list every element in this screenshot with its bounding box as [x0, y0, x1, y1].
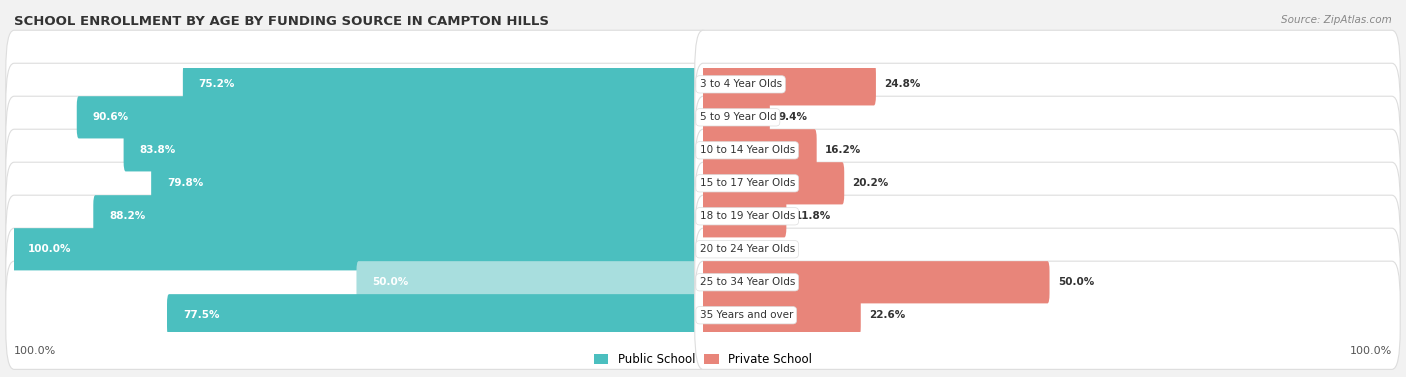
- Text: 3 to 4 Year Olds: 3 to 4 Year Olds: [700, 79, 782, 89]
- FancyBboxPatch shape: [695, 162, 1400, 270]
- FancyBboxPatch shape: [13, 228, 704, 270]
- Text: 22.6%: 22.6%: [869, 310, 905, 320]
- FancyBboxPatch shape: [702, 261, 1049, 303]
- Text: 100.0%: 100.0%: [28, 244, 72, 254]
- Text: 24.8%: 24.8%: [884, 79, 921, 89]
- FancyBboxPatch shape: [6, 96, 711, 204]
- FancyBboxPatch shape: [702, 63, 876, 106]
- Text: 100.0%: 100.0%: [14, 346, 56, 356]
- Text: 20.2%: 20.2%: [852, 178, 889, 188]
- FancyBboxPatch shape: [124, 129, 704, 172]
- FancyBboxPatch shape: [695, 63, 1400, 172]
- Text: 75.2%: 75.2%: [198, 79, 235, 89]
- Text: 90.6%: 90.6%: [93, 112, 129, 123]
- Text: 0.0%: 0.0%: [713, 244, 742, 254]
- FancyBboxPatch shape: [695, 195, 1400, 303]
- Text: 50.0%: 50.0%: [1057, 277, 1094, 287]
- Text: 20 to 24 Year Olds: 20 to 24 Year Olds: [700, 244, 794, 254]
- Text: 15 to 17 Year Olds: 15 to 17 Year Olds: [700, 178, 794, 188]
- FancyBboxPatch shape: [702, 96, 770, 138]
- FancyBboxPatch shape: [695, 261, 1400, 369]
- Text: 88.2%: 88.2%: [110, 211, 145, 221]
- Text: 83.8%: 83.8%: [139, 145, 176, 155]
- FancyBboxPatch shape: [695, 96, 1400, 204]
- Text: 9.4%: 9.4%: [778, 112, 807, 123]
- FancyBboxPatch shape: [6, 195, 711, 303]
- FancyBboxPatch shape: [6, 261, 711, 369]
- FancyBboxPatch shape: [77, 96, 704, 138]
- FancyBboxPatch shape: [702, 294, 860, 336]
- Text: 25 to 34 Year Olds: 25 to 34 Year Olds: [700, 277, 794, 287]
- FancyBboxPatch shape: [6, 129, 711, 238]
- FancyBboxPatch shape: [357, 261, 704, 303]
- FancyBboxPatch shape: [6, 162, 711, 270]
- FancyBboxPatch shape: [93, 195, 704, 238]
- Text: 79.8%: 79.8%: [167, 178, 204, 188]
- Text: 10 to 14 Year Olds: 10 to 14 Year Olds: [700, 145, 794, 155]
- FancyBboxPatch shape: [6, 30, 711, 138]
- FancyBboxPatch shape: [702, 129, 817, 172]
- Legend: Public School, Private School: Public School, Private School: [589, 349, 817, 371]
- Text: Source: ZipAtlas.com: Source: ZipAtlas.com: [1281, 15, 1392, 25]
- Text: 77.5%: 77.5%: [183, 310, 219, 320]
- FancyBboxPatch shape: [702, 162, 844, 204]
- FancyBboxPatch shape: [695, 30, 1400, 138]
- Text: SCHOOL ENROLLMENT BY AGE BY FUNDING SOURCE IN CAMPTON HILLS: SCHOOL ENROLLMENT BY AGE BY FUNDING SOUR…: [14, 15, 550, 28]
- Text: 18 to 19 Year Olds: 18 to 19 Year Olds: [700, 211, 794, 221]
- Text: 5 to 9 Year Old: 5 to 9 Year Old: [700, 112, 776, 123]
- Text: 50.0%: 50.0%: [373, 277, 409, 287]
- FancyBboxPatch shape: [152, 162, 704, 204]
- FancyBboxPatch shape: [6, 228, 711, 336]
- Text: 35 Years and over: 35 Years and over: [700, 310, 793, 320]
- Text: 100.0%: 100.0%: [1350, 346, 1392, 356]
- Text: 11.8%: 11.8%: [794, 211, 831, 221]
- FancyBboxPatch shape: [6, 63, 711, 172]
- Text: 16.2%: 16.2%: [825, 145, 862, 155]
- FancyBboxPatch shape: [695, 228, 1400, 336]
- FancyBboxPatch shape: [167, 294, 704, 336]
- FancyBboxPatch shape: [702, 195, 786, 238]
- FancyBboxPatch shape: [695, 129, 1400, 238]
- FancyBboxPatch shape: [183, 63, 704, 106]
